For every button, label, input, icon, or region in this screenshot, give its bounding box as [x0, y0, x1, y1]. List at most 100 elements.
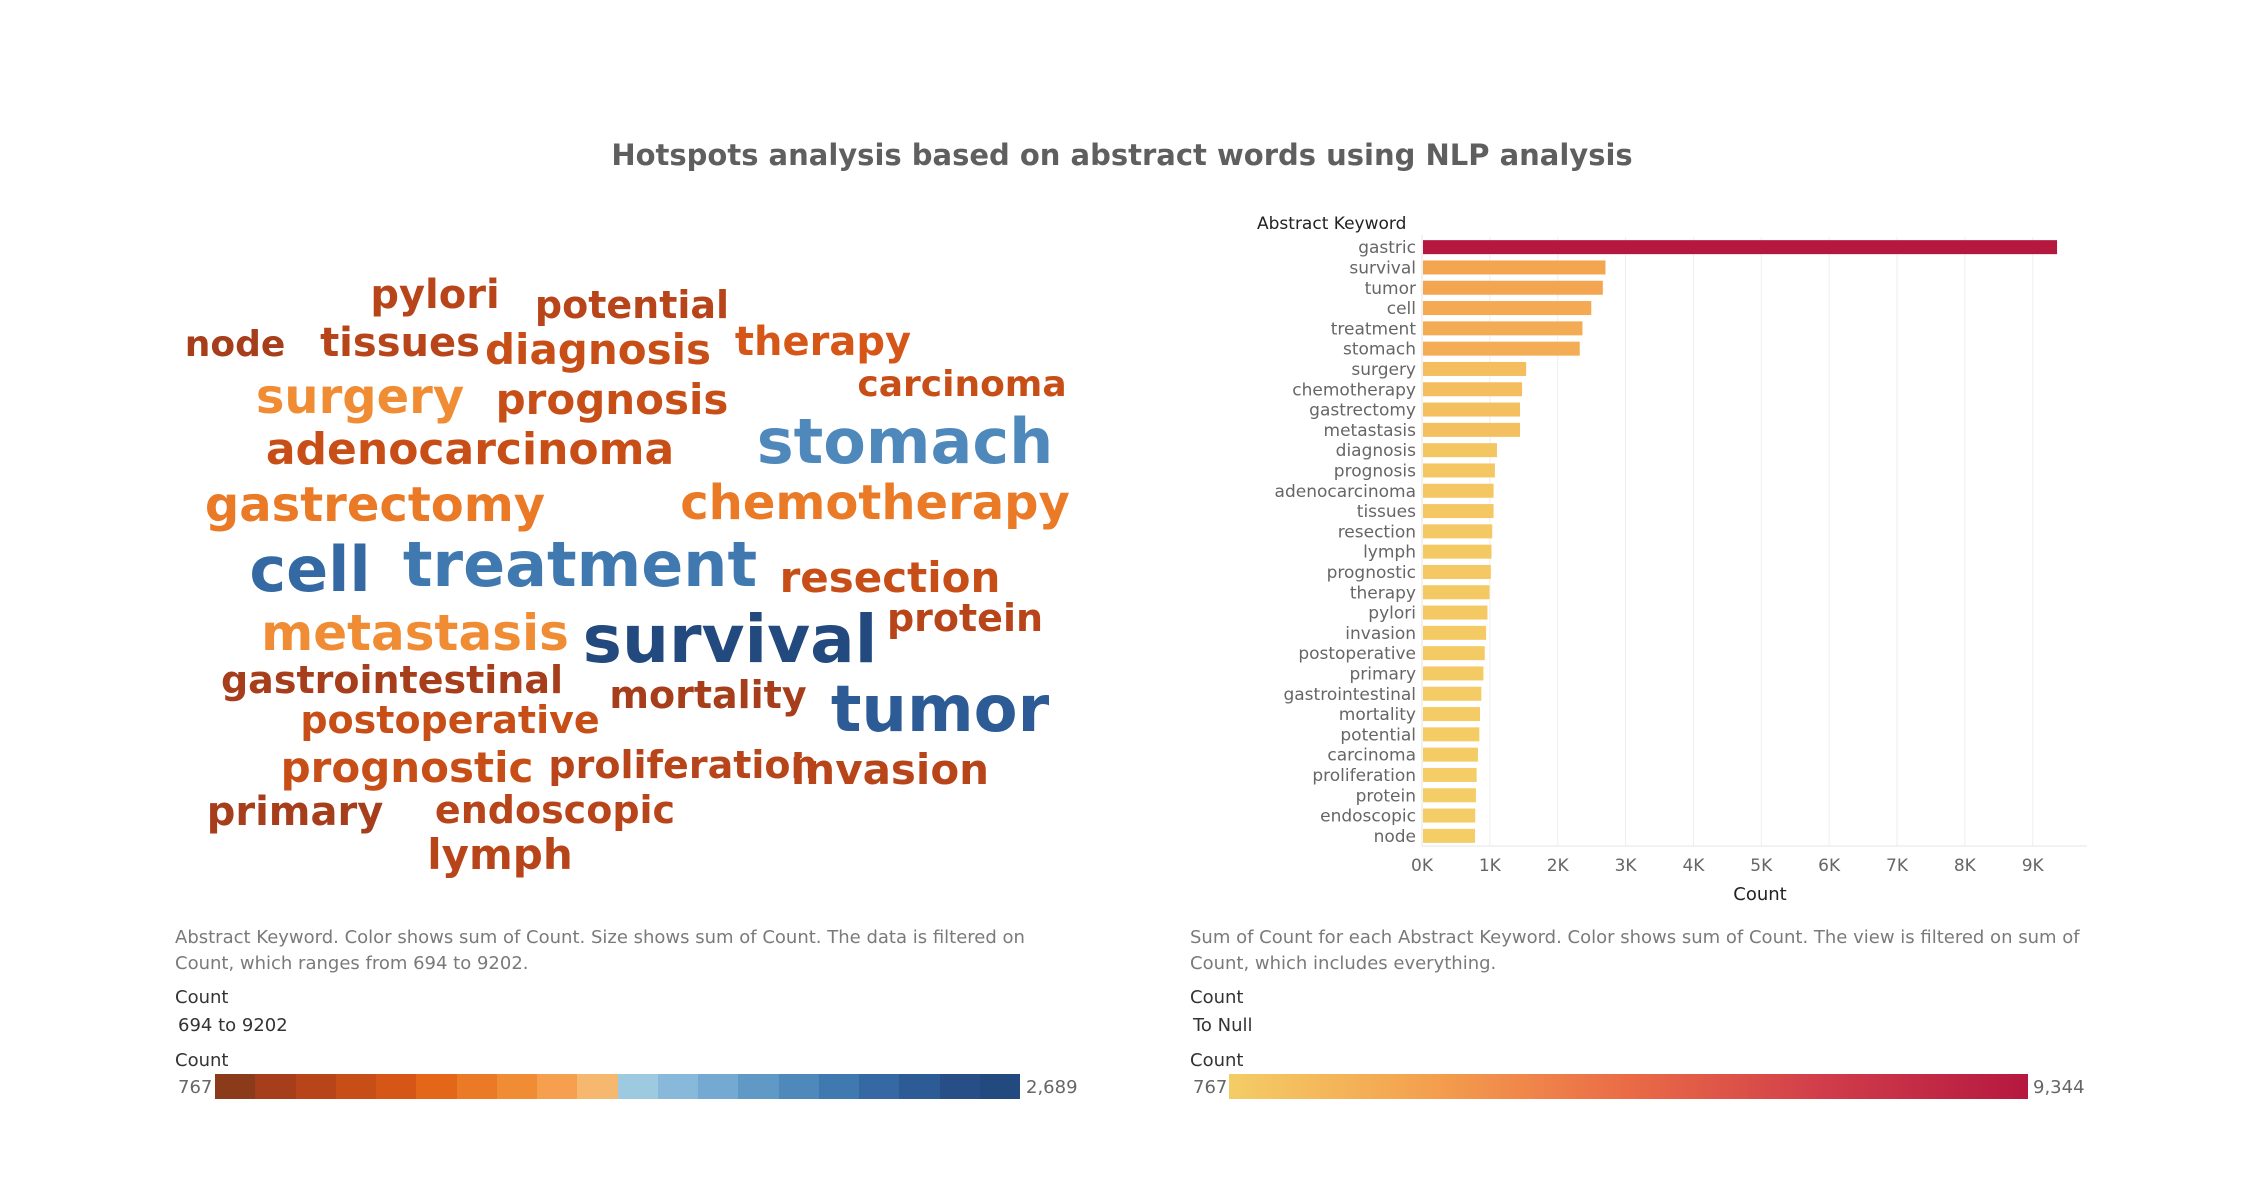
legend-swatch-15	[818, 1074, 859, 1099]
cloud-word-stomach[interactable]: stomach	[756, 405, 1054, 478]
cloud-word-postoperative[interactable]: postoperative	[300, 698, 600, 742]
bar-proliferation[interactable]	[1423, 767, 1477, 782]
cloud-word-gastrectomy[interactable]: gastrectomy	[204, 477, 546, 533]
legend-swatch-14	[778, 1074, 819, 1099]
bar-postoperative[interactable]	[1423, 646, 1485, 661]
x-tick-label: 7K	[1886, 856, 1909, 876]
cloud-word-carcinoma[interactable]: carcinoma	[857, 364, 1067, 405]
legend-swatch-9	[577, 1074, 618, 1099]
bar-chart-caption: Sum of Count for each Abstract Keyword. …	[1190, 927, 2080, 974]
category-label-node: node	[1374, 827, 1416, 847]
bar-node[interactable]	[1423, 828, 1476, 843]
legend-swatch-6	[456, 1074, 497, 1099]
word-cloud-legend-label: Count	[175, 1050, 229, 1071]
x-tick-label: 6K	[1818, 856, 1841, 876]
x-tick-label: 2K	[1547, 856, 1570, 876]
bar-gastrointestinal[interactable]	[1423, 686, 1482, 701]
legend-swatch-19	[979, 1074, 1020, 1099]
cloud-word-adenocarcinoma[interactable]: adenocarcinoma	[265, 424, 675, 475]
cloud-word-invasion[interactable]: invasion	[790, 745, 990, 794]
bar-tumor[interactable]	[1423, 280, 1603, 295]
legend-swatch-4	[376, 1074, 417, 1099]
cloud-word-gastrointestinal[interactable]: gastrointestinal	[220, 658, 564, 702]
word-cloud-caption: Abstract Keyword. Color shows sum of Cou…	[175, 927, 1025, 974]
word-cloud-filter-label: Count	[175, 987, 229, 1008]
cloud-word-prognosis[interactable]: prognosis	[495, 375, 729, 424]
x-tick-label: 9K	[2022, 856, 2045, 876]
bar-potential[interactable]	[1423, 727, 1480, 742]
legend-swatch-12	[698, 1074, 739, 1099]
cloud-word-endoscopic[interactable]: endoscopic	[434, 788, 676, 832]
cloud-word-diagnosis[interactable]: diagnosis	[484, 325, 712, 374]
bar-therapy[interactable]	[1423, 585, 1490, 600]
bar-adenocarcinoma[interactable]	[1423, 483, 1494, 498]
bar-mortality[interactable]	[1423, 707, 1480, 722]
bar-metastasis[interactable]	[1423, 422, 1521, 437]
cloud-word-potential[interactable]: potential	[534, 283, 730, 327]
bar-chemotherapy[interactable]	[1423, 382, 1523, 397]
bar-treatment[interactable]	[1423, 321, 1583, 336]
category-label-metastasis: metastasis	[1324, 421, 1417, 441]
category-label-invasion: invasion	[1345, 624, 1416, 644]
legend-swatch-8	[537, 1074, 578, 1099]
cloud-word-prognostic[interactable]: prognostic	[280, 743, 534, 792]
bar-diagnosis[interactable]	[1423, 443, 1497, 458]
category-label-chemotherapy: chemotherapy	[1292, 380, 1416, 400]
bar-endoscopic[interactable]	[1423, 808, 1476, 823]
legend-swatch-0	[215, 1074, 256, 1099]
cloud-word-lymph[interactable]: lymph	[427, 830, 573, 879]
word-cloud-legend-min: 767	[178, 1077, 213, 1098]
bar-survival[interactable]	[1423, 260, 1606, 275]
cloud-word-pylori[interactable]: pylori	[370, 272, 500, 318]
bar-invasion[interactable]	[1423, 625, 1487, 640]
cloud-word-proliferation[interactable]: proliferation	[548, 743, 818, 787]
bar-gastrectomy[interactable]	[1423, 402, 1521, 417]
cloud-word-protein[interactable]: protein	[886, 596, 1044, 640]
category-label-carcinoma: carcinoma	[1327, 746, 1416, 766]
cloud-word-mortality[interactable]: mortality	[609, 673, 807, 717]
bar-chart: Abstract Keyword gastricsurvivaltumorcell…	[1257, 214, 2087, 905]
legend-swatch-1	[255, 1074, 296, 1099]
legend-swatch-16	[859, 1074, 900, 1099]
category-label-proliferation: proliferation	[1312, 766, 1416, 786]
cloud-word-primary[interactable]: primary	[206, 789, 384, 835]
bar-gastric[interactable]	[1423, 240, 2058, 255]
cloud-word-cell[interactable]: cell	[249, 533, 371, 606]
cloud-word-chemotherapy[interactable]: chemotherapy	[680, 475, 1070, 531]
category-label-gastrectomy: gastrectomy	[1309, 401, 1416, 421]
bar-tissues[interactable]	[1423, 504, 1494, 519]
bar-protein[interactable]	[1423, 788, 1476, 803]
cloud-word-resection[interactable]: resection	[779, 553, 1001, 602]
cloud-word-tissues[interactable]: tissues	[320, 320, 480, 366]
bar-pylori[interactable]	[1423, 605, 1488, 620]
word-cloud-filter-value[interactable]: 694 to 9202	[178, 1015, 288, 1036]
word-cloud: pylori potential node tissues diagnosis thera…	[160, 240, 1100, 900]
cloud-word-metastasis[interactable]: metastasis	[261, 604, 569, 662]
category-label-primary: primary	[1349, 664, 1416, 684]
x-tick-label: 8K	[1954, 856, 1977, 876]
bar-chart-filter-value[interactable]: To Null	[1193, 1015, 1253, 1036]
legend-swatch-2	[295, 1074, 336, 1099]
cloud-word-tumor[interactable]: tumor	[830, 673, 1050, 747]
bar-prognosis[interactable]	[1423, 463, 1495, 478]
category-label-diagnosis: diagnosis	[1336, 441, 1416, 461]
word-cloud-color-legend	[215, 1074, 1020, 1099]
legend-swatch-17	[899, 1074, 940, 1099]
bar-primary[interactable]	[1423, 666, 1484, 681]
bar-chart-legend-min: 767	[1193, 1077, 1228, 1098]
bar-resection[interactable]	[1423, 524, 1493, 539]
bar-prognostic[interactable]	[1423, 564, 1491, 579]
cloud-word-node[interactable]: node	[184, 324, 286, 365]
bar-cell[interactable]	[1423, 301, 1592, 316]
cloud-word-therapy[interactable]: therapy	[734, 319, 912, 365]
bar-carcinoma[interactable]	[1423, 747, 1478, 762]
bar-surgery[interactable]	[1423, 361, 1527, 376]
category-label-cell: cell	[1387, 299, 1416, 319]
cloud-word-survival[interactable]: survival	[582, 601, 878, 678]
cloud-word-surgery[interactable]: surgery	[255, 369, 465, 425]
cloud-word-treatment[interactable]: treatment	[402, 528, 758, 601]
bar-lymph[interactable]	[1423, 544, 1492, 559]
bar-stomach[interactable]	[1423, 341, 1580, 356]
category-label-postoperative: postoperative	[1298, 644, 1416, 664]
y-axis-title: Abstract Keyword	[1257, 214, 1406, 234]
